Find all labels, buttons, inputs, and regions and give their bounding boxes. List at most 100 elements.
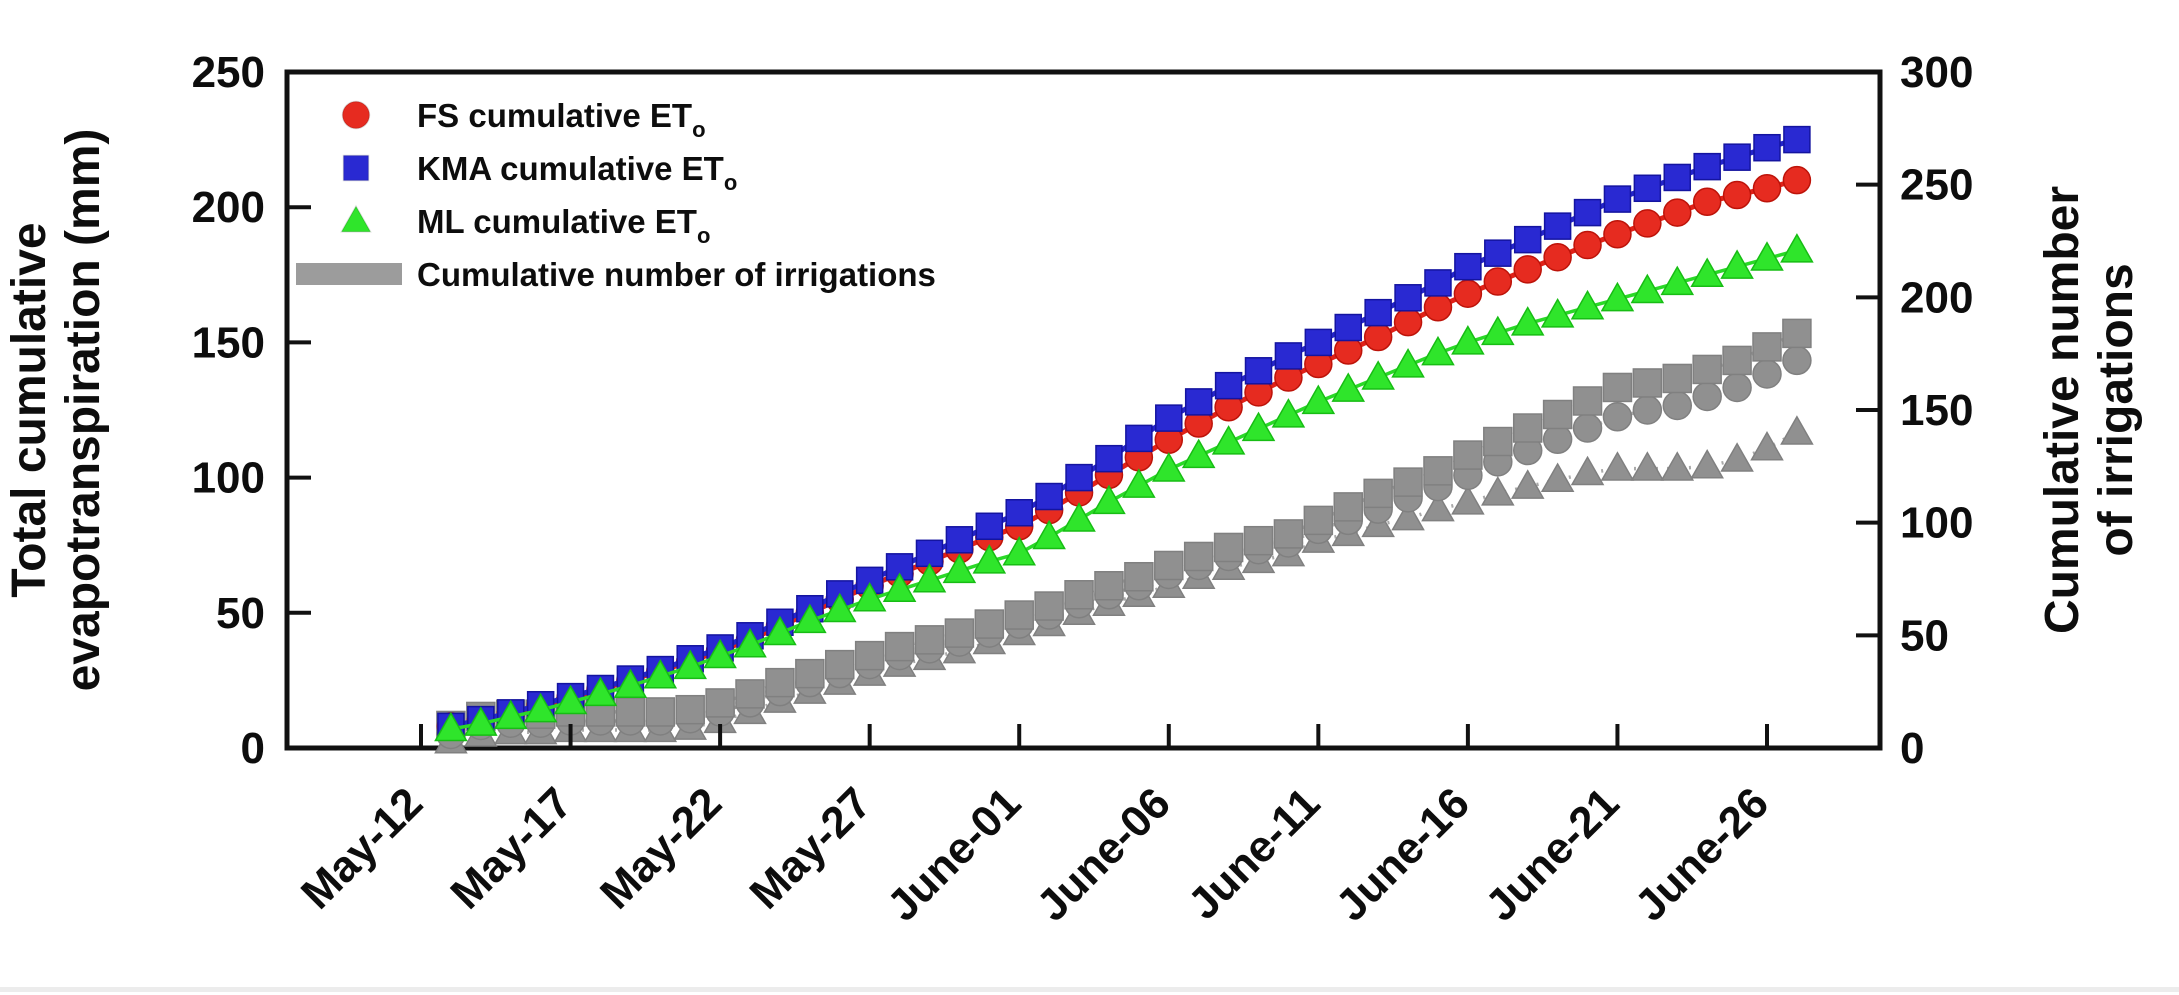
legend-bar-swatch: [296, 263, 402, 285]
data-point: [1273, 519, 1304, 549]
data-point: [675, 694, 705, 725]
y-tick-label: 100: [192, 454, 265, 503]
y-tick-label: 250: [192, 48, 265, 97]
data-point: [340, 204, 372, 233]
data-point: [855, 566, 884, 595]
data-point: [1213, 532, 1244, 563]
data-point: [1720, 442, 1754, 472]
y-axis-right: 0 50 100 150 200 250 300: [1856, 48, 1973, 773]
data-point: [1271, 398, 1306, 428]
data-point: [1124, 561, 1154, 592]
data-point: [972, 544, 1007, 574]
data-point: [1155, 404, 1183, 432]
data-point: [673, 649, 707, 680]
data-point: [1750, 241, 1784, 271]
data-point: [1663, 198, 1692, 227]
data-point: [944, 618, 975, 648]
legend-label: Cumulative number of irrigations: [417, 256, 936, 293]
axis-title-line: of irrigations: [2090, 263, 2143, 556]
data-point: [1573, 230, 1602, 260]
data-point: [493, 699, 528, 730]
data-point: [1573, 198, 1602, 227]
x-tick-label: June-16: [1327, 778, 1479, 930]
series-line: [450, 248, 1798, 731]
data-point: [1393, 307, 1423, 337]
data-point: [553, 684, 588, 715]
x-tick-label: June-01: [878, 778, 1030, 930]
data-point: [1572, 386, 1603, 416]
data-point: [1243, 525, 1274, 556]
x-tick-label: May-22: [591, 778, 731, 918]
series-line: [450, 430, 1798, 743]
data-point: [822, 592, 857, 623]
data-point: [735, 679, 765, 709]
data-point: [1750, 430, 1784, 461]
data-point: [1572, 413, 1603, 443]
axis-title-line: Cumulative number: [2036, 186, 2089, 634]
data-point: [1364, 298, 1392, 327]
data-point: [1632, 395, 1663, 425]
data-point: [1753, 133, 1781, 162]
data-point: [1095, 444, 1123, 473]
data-point: [884, 631, 915, 662]
y-axis-left: 0 50 100 150 200 250: [192, 48, 311, 773]
data-point: [793, 603, 827, 634]
data-point: [1662, 390, 1693, 421]
data-point: [1722, 180, 1752, 210]
data-point: [1451, 325, 1485, 355]
data-point: [1035, 482, 1063, 511]
data-point: [1782, 165, 1812, 195]
y-tick-label: 50: [216, 589, 265, 638]
data-point: [705, 688, 735, 718]
data-point: [882, 572, 917, 603]
data-point: [1421, 335, 1455, 366]
data-point: [1065, 463, 1093, 492]
y-tick-label: 200: [1900, 273, 1973, 322]
data-point: [1690, 448, 1724, 479]
data-point: [1600, 451, 1635, 481]
data-point: [1543, 242, 1572, 272]
data-point: [1752, 359, 1782, 389]
data-point: [1542, 399, 1573, 430]
data-point: [795, 658, 825, 689]
y-tick-label: 50: [1900, 611, 1949, 660]
x-tick-label: June-21: [1476, 778, 1628, 930]
data-point: [1393, 467, 1423, 497]
bottom-divider: [0, 987, 2179, 992]
data-point: [1780, 233, 1814, 263]
data-point: [1454, 252, 1482, 281]
data-point: [733, 627, 767, 658]
data-point: [945, 526, 974, 554]
data-point: [643, 659, 678, 689]
data-point: [1004, 600, 1034, 630]
data-point: [825, 649, 855, 680]
data-point: [854, 640, 885, 671]
data-point: [1510, 306, 1545, 336]
axis-title-line: Total cumulative: [3, 222, 56, 597]
data-point: [1722, 372, 1752, 403]
data-point: [615, 697, 646, 727]
y-tick-label: 150: [1900, 386, 1973, 435]
data-point: [1690, 257, 1724, 288]
data-point: [915, 539, 944, 568]
data-point: [1183, 541, 1214, 572]
x-tick-label: May-17: [441, 778, 581, 918]
data-point: [1363, 322, 1393, 352]
data-point: [1423, 292, 1453, 322]
data-point: [1602, 372, 1633, 403]
data-point: [912, 563, 947, 593]
data-point: [1752, 174, 1782, 203]
data-point: [645, 697, 676, 727]
series-ml: [434, 233, 1814, 742]
data-point: [1154, 550, 1184, 581]
data-point: [1034, 591, 1064, 621]
x-tick-label: May-12: [292, 778, 432, 918]
data-point: [1752, 332, 1782, 362]
legend-item-4: Cumulative number of irrigations: [296, 256, 936, 293]
data-point: [1783, 125, 1811, 154]
data-point: [1303, 505, 1334, 536]
data-point: [1632, 368, 1663, 398]
y-tick-label: 100: [1900, 499, 1973, 548]
x-tick-label: June-11: [1179, 778, 1330, 929]
data-point: [763, 615, 797, 646]
